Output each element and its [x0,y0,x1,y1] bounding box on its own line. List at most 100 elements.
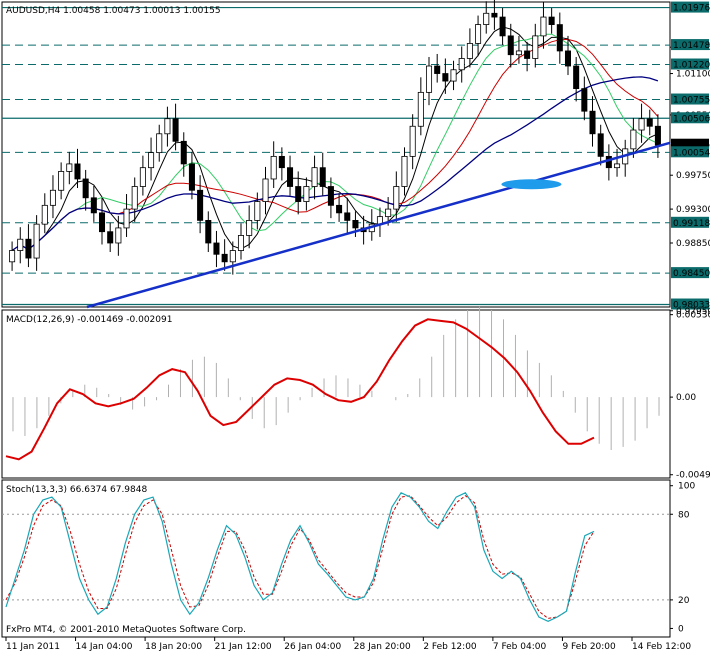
candle-body-74 [614,163,621,169]
macd-tick-label-2: -0.00499 [676,471,710,481]
candle-body-59 [491,12,498,18]
candle-body-33 [278,155,285,169]
candle-body-18 [156,133,163,154]
candle-body-50 [417,91,424,127]
price-label-box-5 [671,93,709,105]
candle-body-37 [311,167,318,187]
macd-axis: 0.00530 0.00 -0.00499 [670,311,710,481]
candle-body-12 [107,231,114,244]
candle-body-31 [262,178,269,202]
candle-body-7 [66,163,73,172]
candles [9,0,661,275]
candle-body-76 [630,129,637,150]
candle-body-52 [434,65,441,74]
candle-body-60 [499,16,506,37]
footer-copyright: FxPro MT4, © 2001-2010 MetaQuotes Softwa… [6,625,246,635]
candle-body-27 [229,250,236,263]
price-label-12: 0.99118 [673,219,710,229]
candle-body-2 [25,238,32,259]
candle-body-24 [205,219,212,244]
candle-body-22 [188,163,195,191]
candle-body-54 [450,69,457,82]
candle-body-70 [581,88,588,112]
stoch-panel-frame [1,479,671,638]
candle-body-38 [319,167,326,187]
candle-body-53 [442,73,449,82]
price-header: AUDUSD,H4 1.00458 1.00473 1.00013 1.0015… [6,6,221,16]
candle-body-8 [74,163,81,180]
candle-body-9 [82,178,89,199]
stoch-tick-label-3: 0 [678,624,684,634]
candle-body-16 [139,167,146,187]
candle-body-47 [393,186,400,210]
stoch-main-path [5,492,595,622]
candle-body-36 [303,186,310,202]
price-label-2: 1.01478 [673,41,710,51]
stoch-signal-path [5,495,595,619]
candle-body-32 [270,155,277,180]
candle-body-15 [131,186,138,210]
ma-green [11,33,659,251]
candle-body-77 [638,118,645,131]
candle-body-5 [49,189,56,206]
time-label-6: 2 Feb 12:00 [423,642,477,652]
time-label-5: 28 Jan 20:00 [354,642,411,652]
price-label-box-7 [671,112,709,124]
candle-body-34 [287,167,294,187]
macd-histogram [12,306,660,450]
price-label-box-3 [671,58,709,70]
candle-body-55 [458,58,465,71]
price-tick-label-16: 0.97950 [676,307,710,317]
price-tick-label-4: 1.01100 [676,70,710,80]
candle-body-69 [573,65,580,90]
macd-tick-label-0: 0.00530 [676,311,710,321]
price-label-box-8 [671,138,709,150]
ma-black [11,26,659,251]
time-label-2: 18 Jan 20:00 [145,642,202,652]
price-label-3: 1.01220 [673,61,710,71]
candle-body-72 [597,133,604,157]
candle-body-20 [172,118,179,142]
price-label-0: 1.01976 [673,4,710,14]
price-label-8: 1.00155 [673,141,710,151]
candle-body-46 [385,208,392,218]
candle-body-57 [475,24,482,44]
price-label-14: 0.98450 [673,269,710,279]
candle-body-14 [123,208,130,229]
macd-tick-label-1: 0.00 [676,393,696,403]
moving-averages [11,26,659,252]
macd-signal-line [5,318,595,461]
stoch-axis: 100 80 20 0 [670,482,695,634]
candle-body-51 [425,65,433,93]
candle-body-78 [646,118,653,127]
support-trendline [86,141,671,309]
candle-body-1 [17,238,24,251]
candle-body-65 [540,16,547,37]
stoch-levels [2,513,670,601]
candle-body-3 [33,223,40,259]
candle-body-63 [524,50,531,59]
candle-body-4 [41,204,48,225]
price-label-15: 0.98033 [673,301,710,311]
candle-body-21 [180,140,187,165]
candle-body-19 [164,118,171,135]
highlight-ellipse [501,179,562,190]
time-axis: 11 Jan 2011 14 Jan 04:00 18 Jan 20:00 21 Ja… [5,637,691,652]
candle-body-79 [654,125,661,146]
time-label-3: 21 Jan 12:00 [215,642,272,652]
candle-body-0 [9,250,16,263]
candle-body-66 [548,16,555,25]
candle-body-62 [515,50,522,56]
price-label-box-2 [671,39,709,51]
time-label-0: 11 Jan 2011 [6,642,60,652]
time-label-9: 14 Feb 12:00 [632,642,691,652]
price-tick-label-11: 0.99300 [676,205,710,215]
price-label-7: 1.00506 [673,114,710,124]
time-label-1: 14 Jan 04:00 [76,642,133,652]
time-label-4: 26 Jan 04:00 [284,642,341,652]
price-label-box-0 [671,1,709,13]
candle-body-39 [327,186,334,206]
price-label-box-9 [671,146,709,158]
price-panel-frame [1,1,671,308]
